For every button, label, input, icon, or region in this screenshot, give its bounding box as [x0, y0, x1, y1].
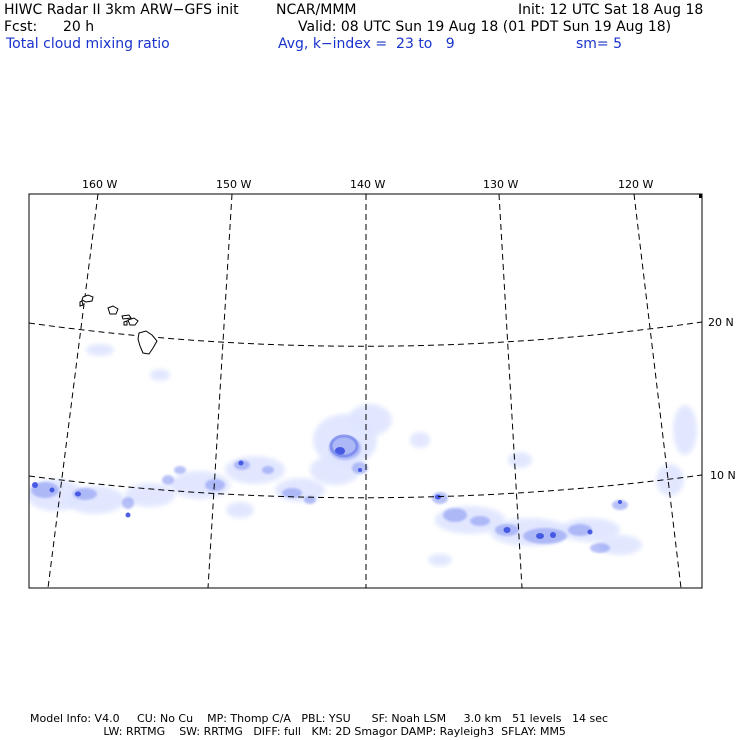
cloud-patch	[122, 497, 134, 509]
cloud-patch	[568, 524, 592, 536]
cloud-patch	[550, 532, 556, 538]
cloud-patch	[65, 486, 125, 514]
cloud-patch	[75, 491, 81, 497]
cloud-patch	[162, 475, 174, 485]
meridian-150w	[207, 194, 233, 588]
field-name: Total cloud mixing ratio	[6, 36, 170, 52]
island-oahu	[107, 305, 119, 315]
cloud-patch	[335, 447, 345, 455]
cloud-patch	[205, 479, 225, 491]
cloud-patch	[238, 460, 244, 466]
map-frame	[28, 193, 703, 589]
cloud-patch	[612, 500, 628, 510]
cloud-patch	[428, 554, 452, 566]
island-hawaii	[137, 330, 158, 355]
cloud-patch	[523, 528, 567, 544]
island-maui	[127, 317, 139, 326]
cloud-patch	[150, 369, 170, 381]
cloud-patch	[410, 432, 430, 448]
cloud-patch	[443, 508, 467, 522]
init-time: Init: 12 UTC Sat 18 Aug 18	[518, 2, 704, 18]
cloud-patch	[226, 502, 254, 518]
cloud-patch	[86, 344, 114, 356]
cloud-patch	[590, 543, 610, 553]
cloud-patch	[618, 500, 622, 504]
meridian-160w	[47, 194, 99, 588]
cloud-patch	[470, 516, 490, 526]
forecast-label: Fcst:	[4, 19, 38, 35]
cloud-patch	[536, 533, 544, 539]
model-info-line-1: Model Info: V4.0 CU: No Cu MP: Thomp C/A…	[30, 712, 609, 725]
storm-eyewall	[329, 434, 359, 458]
lat-label-20n: 20 N	[708, 316, 734, 329]
island-niihau	[79, 300, 84, 307]
cloud-patch	[348, 404, 392, 436]
cloud-patch	[73, 488, 97, 500]
meridian-120w	[633, 194, 682, 588]
frame-corner-mark	[699, 194, 702, 198]
model-title: HIWC Radar II 3km ARW−GFS init	[4, 2, 239, 18]
cloud-patch	[174, 466, 186, 474]
island-molokai	[121, 314, 132, 320]
cloud-patch	[304, 496, 316, 504]
island-lanai	[123, 320, 128, 326]
smoothing-value: sm= 5	[576, 36, 623, 52]
cloud-patch	[435, 494, 441, 500]
cloud-patch	[358, 468, 362, 472]
lat-label-10n: 10 N	[710, 469, 736, 482]
cloud-patch	[503, 527, 511, 533]
cloud-patch	[282, 488, 302, 498]
lon-label-140w: 140 W	[350, 178, 385, 191]
cloud-patch	[262, 466, 274, 474]
hawaiian-islands	[79, 294, 158, 355]
cloud-field	[29, 344, 697, 566]
cloud-patch	[587, 529, 593, 535]
lon-label-130w: 130 W	[483, 178, 518, 191]
lon-label-160w: 160 W	[82, 178, 117, 191]
graticule	[29, 194, 702, 588]
cloud-patch	[31, 482, 59, 498]
valid-time: Valid: 08 UTC Sun 19 Aug 18 (01 PDT Sun …	[298, 19, 672, 35]
vertical-average: Avg, k−index = 23 to 9	[278, 36, 455, 52]
cloud-patch	[673, 405, 697, 455]
meridian-130w	[498, 194, 523, 588]
organization-label: NCAR/MMM	[276, 2, 357, 18]
cloud-patch	[125, 483, 175, 507]
cloud-patch	[125, 512, 131, 518]
lon-label-120w: 120 W	[618, 178, 653, 191]
forecast-hour: 20 h	[63, 19, 95, 35]
lon-label-150w: 150 W	[216, 178, 251, 191]
cloud-patch	[656, 464, 684, 496]
cloud-patch	[49, 487, 55, 493]
cloud-patch	[32, 482, 38, 488]
island-kauai	[81, 294, 94, 303]
cloud-patch	[225, 456, 285, 484]
model-info-line-2: LW: RRTMG SW: RRTMG DIFF: full KM: 2D Sm…	[30, 725, 566, 738]
cloud-patch	[310, 455, 360, 485]
cloud-patch	[508, 452, 532, 468]
